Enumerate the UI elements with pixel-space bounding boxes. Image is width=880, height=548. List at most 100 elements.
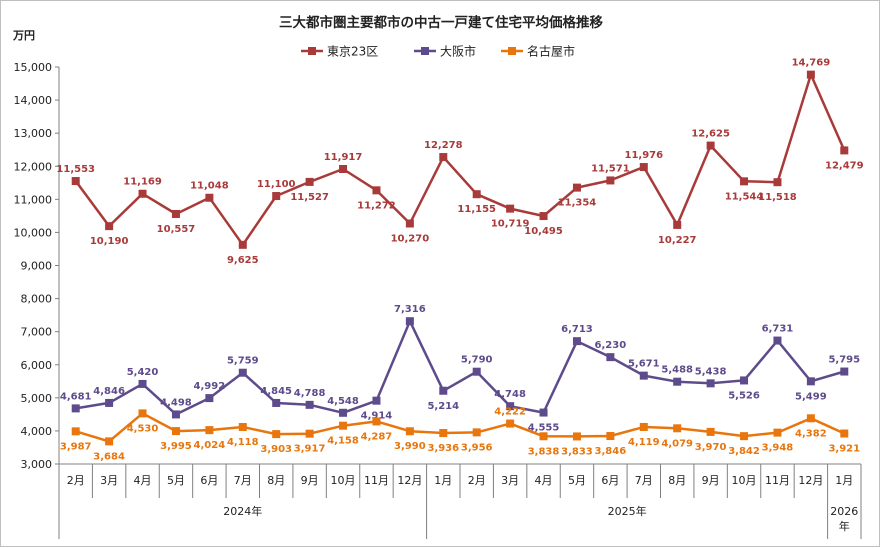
data-label: 11,553 xyxy=(56,164,95,175)
data-label: 12,625 xyxy=(691,129,730,140)
data-point xyxy=(305,400,314,409)
y-tick-label: 6,000 xyxy=(21,359,53,372)
data-label: 14,769 xyxy=(792,58,831,69)
x-tick-label: 1月 xyxy=(434,474,452,487)
data-point xyxy=(205,426,214,435)
data-label: 12,278 xyxy=(424,140,463,151)
data-point xyxy=(539,408,548,417)
data-label: 3,684 xyxy=(93,451,125,462)
data-label: 6,713 xyxy=(561,324,593,335)
y-axis-unit: 万円 xyxy=(12,29,35,42)
chart-title: 三大都市圏主要都市の中古一戸建て住宅平均価格推移 xyxy=(279,14,603,31)
data-point xyxy=(205,193,214,202)
data-label: 5,671 xyxy=(628,359,660,370)
data-point xyxy=(339,421,348,430)
x-tick-label: 2月 xyxy=(468,474,486,487)
x-tick-label: 8月 xyxy=(267,474,285,487)
data-label: 5,420 xyxy=(127,367,159,378)
data-label: 3,970 xyxy=(695,442,727,453)
data-point xyxy=(639,422,648,431)
x-tick-label: 6月 xyxy=(200,474,218,487)
series-line xyxy=(74,73,846,247)
y-tick-label: 15,000 xyxy=(14,61,53,74)
data-label: 11,527 xyxy=(290,192,329,203)
data-point xyxy=(372,396,381,405)
data-point xyxy=(673,377,682,386)
x-tick-label: 3月 xyxy=(100,474,118,487)
data-point xyxy=(706,141,715,150)
data-label: 5,214 xyxy=(427,401,459,412)
legend-marker xyxy=(308,47,316,55)
data-label: 4,498 xyxy=(160,397,192,408)
data-label: 3,936 xyxy=(427,443,459,454)
x-tick-label: 8月 xyxy=(668,474,686,487)
data-label: 4,681 xyxy=(60,391,92,402)
data-label: 6,731 xyxy=(762,324,794,335)
data-point xyxy=(372,417,381,426)
data-label: 3,917 xyxy=(294,444,326,455)
data-point xyxy=(272,430,281,439)
data-label: 4,287 xyxy=(361,431,393,442)
data-point xyxy=(105,437,114,446)
data-label: 10,270 xyxy=(391,233,430,244)
x-tick-label: 7月 xyxy=(635,474,653,487)
data-label: 11,976 xyxy=(624,150,663,161)
data-point xyxy=(71,177,80,186)
y-tick-label: 7,000 xyxy=(21,326,53,339)
x-tick-label: 3月 xyxy=(501,474,519,487)
data-label: 3,948 xyxy=(762,443,794,454)
data-label: 11,155 xyxy=(457,204,496,215)
legend-label: 東京23区 xyxy=(327,45,378,59)
y-tick-label: 9,000 xyxy=(21,260,53,273)
legend-marker xyxy=(508,47,516,55)
data-point xyxy=(840,146,849,155)
data-label: 3,903 xyxy=(260,444,292,455)
data-point xyxy=(572,432,581,441)
data-point xyxy=(305,177,314,186)
data-point xyxy=(138,379,147,388)
data-label: 9,625 xyxy=(227,255,259,266)
data-label: 4,788 xyxy=(294,388,326,399)
x-year-label: 2026 年 xyxy=(830,505,858,533)
data-label: 4,846 xyxy=(93,386,125,397)
data-label: 12,479 xyxy=(825,160,864,171)
data-point xyxy=(472,190,481,199)
y-tick-label: 8,000 xyxy=(21,293,53,306)
data-label: 4,118 xyxy=(227,437,259,448)
data-point xyxy=(506,402,515,411)
x-tick-label: 11月 xyxy=(765,474,790,487)
x-tick-label: 5月 xyxy=(167,474,185,487)
series-1: 11,553 10,190 11,169 10,557 11,048 9,625 11,10… xyxy=(56,58,863,266)
data-label: 5,488 xyxy=(661,365,693,376)
data-point xyxy=(773,178,782,187)
data-point xyxy=(673,424,682,433)
data-point xyxy=(606,353,615,362)
data-point xyxy=(806,377,815,386)
x-tick-label: 2月 xyxy=(67,474,85,487)
data-point xyxy=(806,414,815,423)
data-label: 11,169 xyxy=(123,177,162,188)
data-label: 11,917 xyxy=(324,152,363,163)
data-point xyxy=(506,419,515,428)
data-point xyxy=(606,176,615,185)
data-label: 4,530 xyxy=(127,423,159,434)
data-label: 3,987 xyxy=(60,441,92,452)
data-point xyxy=(272,192,281,201)
data-point xyxy=(405,219,414,228)
data-label: 4,548 xyxy=(327,396,359,407)
data-point xyxy=(439,429,448,438)
data-point xyxy=(639,163,648,172)
data-point xyxy=(506,204,515,213)
legend-marker xyxy=(421,47,429,55)
data-label: 11,544 xyxy=(725,191,764,202)
data-point xyxy=(138,189,147,198)
data-label: 3,838 xyxy=(528,446,560,457)
data-label: 3,990 xyxy=(394,441,426,452)
data-label: 5,790 xyxy=(461,355,493,366)
data-point xyxy=(639,371,648,380)
data-point xyxy=(606,432,615,441)
data-point xyxy=(171,209,180,218)
y-tick-label: 12,000 xyxy=(14,160,53,173)
data-label: 4,079 xyxy=(661,438,693,449)
